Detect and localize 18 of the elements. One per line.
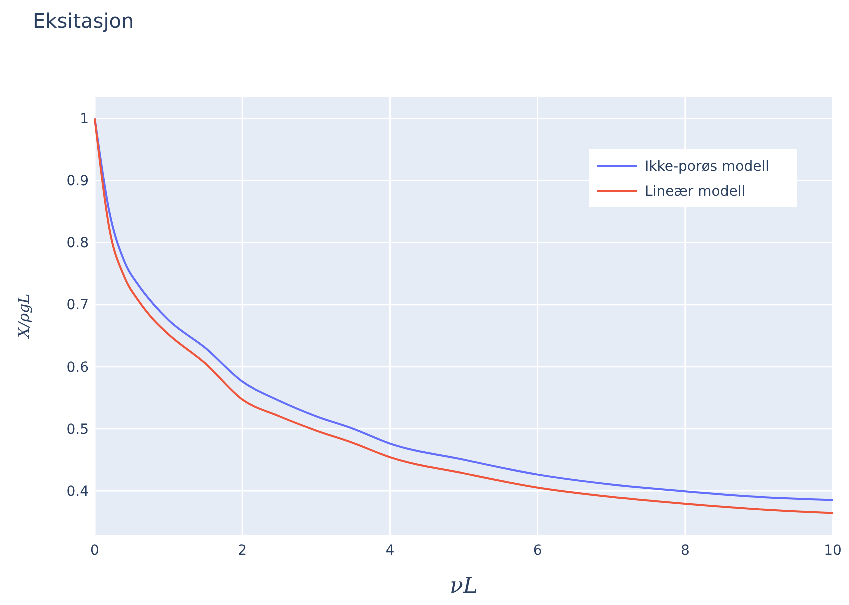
x-tick-label: 2	[238, 543, 248, 559]
y-tick-label: 0.4	[66, 484, 90, 500]
x-tick-label: 8	[680, 543, 690, 559]
y-tick-label: 0.5	[66, 422, 89, 438]
x-tick-label: 0	[90, 543, 100, 559]
y-tick-label: 0.9	[66, 174, 89, 190]
chart-title: Eksitasjon	[33, 9, 134, 33]
x-tick-label: 6	[533, 543, 542, 559]
legend-label: Ikke-porøs modell	[645, 158, 770, 175]
y-axis-title: X/ρgL	[15, 294, 33, 340]
y-tick-label: 0.6	[66, 360, 90, 376]
y-tick-label: 1	[80, 112, 89, 128]
x-tick-label: 4	[386, 543, 395, 559]
x-tick-label: 10	[824, 543, 842, 559]
legend-label: Lineær modell	[645, 184, 746, 200]
y-tick-label: 0.8	[66, 236, 89, 252]
x-axis-title: νL	[450, 574, 478, 599]
y-tick-label: 0.7	[66, 298, 89, 314]
